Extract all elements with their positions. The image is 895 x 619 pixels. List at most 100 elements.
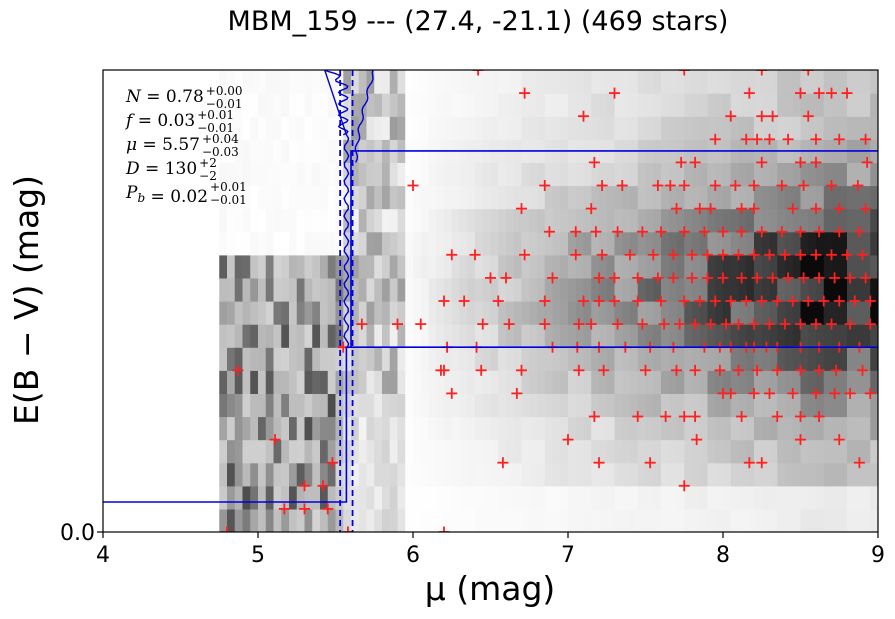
heatmap-cell <box>389 485 399 510</box>
heatmap-cell <box>746 254 755 279</box>
star-marker <box>356 318 368 330</box>
heatmap-cell <box>219 93 228 117</box>
heatmap-cell <box>126 254 135 279</box>
heatmap-cell <box>847 162 856 187</box>
star-marker <box>678 70 690 76</box>
star-marker <box>644 457 656 469</box>
heatmap-cell <box>444 254 453 279</box>
heatmap-cell <box>219 301 228 325</box>
heatmap-cell <box>397 508 406 532</box>
ebv-profile-curve <box>323 70 374 348</box>
heatmap-cell <box>304 139 313 163</box>
heatmap-cell <box>816 277 825 302</box>
heatmap-cell <box>754 254 763 279</box>
heatmap-cell <box>211 324 220 348</box>
fit-parameter: μ = 5.57 +0.04−0.03 <box>126 132 239 159</box>
heatmap-cell <box>777 162 786 187</box>
fit-parameter-main: N = 0.78 <box>125 87 204 107</box>
heatmap-cell <box>397 231 406 256</box>
heatmap-cell <box>490 70 499 94</box>
heatmap-cell <box>490 439 499 464</box>
heatmap-cell <box>420 162 430 187</box>
heatmap-cell <box>335 254 344 279</box>
star-marker <box>860 272 872 284</box>
heatmap-cell <box>560 231 569 256</box>
heatmap-cell <box>506 277 515 302</box>
heatmap-cell <box>451 208 461 233</box>
heatmap-cell <box>134 185 143 210</box>
heatmap-cell <box>103 370 112 394</box>
heatmap-cell <box>250 370 259 394</box>
heatmap-cell <box>467 116 476 140</box>
heatmap-cell <box>668 416 678 441</box>
heatmap-cell <box>599 370 608 394</box>
heatmap-cell <box>816 70 825 94</box>
heatmap-cell <box>614 277 623 302</box>
heatmap-cell <box>544 185 554 210</box>
heatmap-cell <box>769 116 778 140</box>
heatmap-cell <box>157 416 166 441</box>
heatmap-cell <box>374 347 383 371</box>
heatmap-cell <box>792 370 802 394</box>
heatmap-cell <box>599 277 608 302</box>
heatmap-cell <box>699 324 709 348</box>
heatmap-cell <box>389 208 399 233</box>
heatmap-cell <box>854 393 864 418</box>
heatmap-cell <box>118 116 127 140</box>
heatmap-cell <box>165 347 174 371</box>
heatmap-cell <box>568 277 577 302</box>
heatmap-cell <box>506 254 515 279</box>
heatmap-cell <box>622 416 631 441</box>
heatmap-cell <box>134 208 143 233</box>
heatmap-cell <box>141 70 151 94</box>
heatmap-cell <box>723 324 732 348</box>
star-marker <box>813 364 825 376</box>
heatmap-cell <box>358 116 368 140</box>
heatmap-cell <box>219 162 228 187</box>
heatmap-cell <box>382 116 391 140</box>
heatmap-cell <box>529 254 538 279</box>
heatmap-cell <box>475 393 484 418</box>
heatmap-cell <box>575 208 585 233</box>
heatmap-cell <box>847 439 856 464</box>
heatmap-cell <box>382 416 391 441</box>
heatmap-cell <box>761 347 771 371</box>
heatmap-cell <box>575 301 585 325</box>
heatmap-cell <box>816 393 825 418</box>
heatmap-cell <box>358 277 368 302</box>
heatmap-cell <box>180 439 189 464</box>
heatmap-cell <box>792 231 802 256</box>
heatmap-cell <box>203 485 213 510</box>
heatmap-cell <box>165 139 174 163</box>
heatmap-cell <box>436 347 445 371</box>
heatmap-cell <box>715 462 724 487</box>
heatmap-cell <box>211 462 220 487</box>
heatmap-cell <box>785 208 794 233</box>
profile-line <box>323 70 350 348</box>
heatmap-cell <box>436 93 445 117</box>
heatmap-cell <box>622 277 631 302</box>
heatmap-cell <box>351 70 360 94</box>
heatmap-cell <box>444 301 453 325</box>
heatmap-cell <box>637 185 647 210</box>
heatmap-cell <box>444 347 453 371</box>
fit-parameter-main: Pb = 0.02 <box>125 183 208 207</box>
star-marker <box>446 387 458 399</box>
heatmap-cell <box>575 462 585 487</box>
heatmap-cell <box>529 416 538 441</box>
heatmap-cell <box>180 416 189 441</box>
heatmap-cell <box>475 185 484 210</box>
star-marker <box>830 364 842 376</box>
heatmap-cell <box>591 508 600 532</box>
heatmap-cell <box>630 208 639 233</box>
heatmap-cell <box>862 439 871 464</box>
heatmap-cell <box>715 116 724 140</box>
heatmap-cell <box>630 324 639 348</box>
star-marker <box>795 226 806 238</box>
heatmap-cell <box>436 301 445 325</box>
heatmap-cell <box>816 93 825 117</box>
star-marker <box>771 364 783 376</box>
heatmap-cell <box>444 370 453 394</box>
heatmap-cell <box>320 93 329 117</box>
star-marker <box>678 226 690 238</box>
